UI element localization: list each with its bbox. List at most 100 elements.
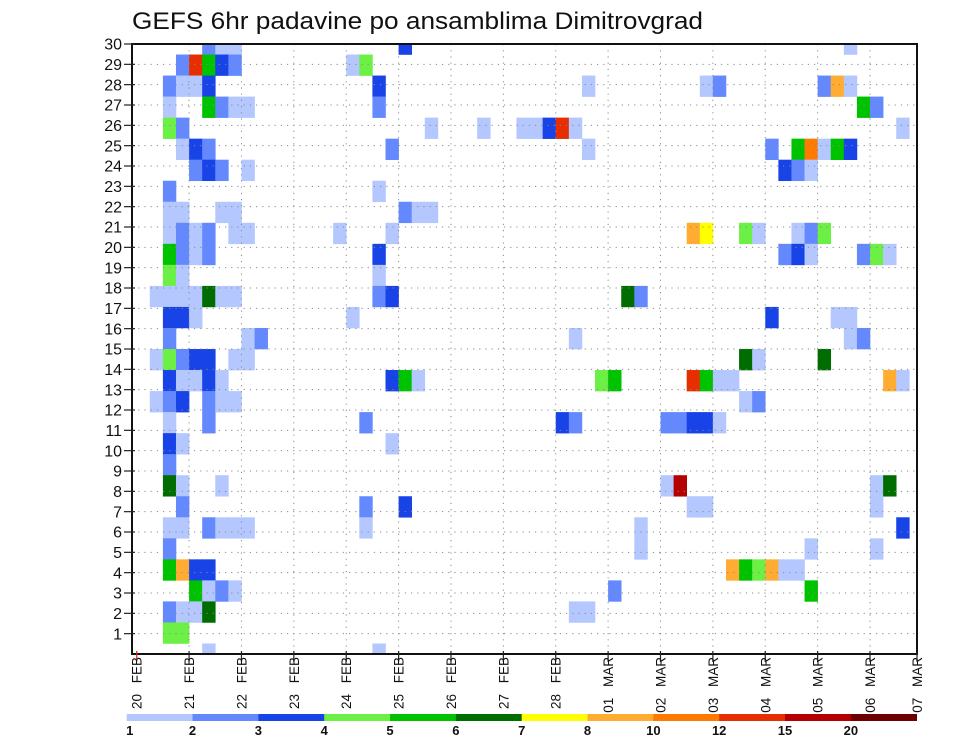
- heatmap-cell: [202, 75, 216, 97]
- heatmap-cell: [778, 159, 792, 182]
- x-tick-label: 21 FEB: [182, 657, 197, 709]
- heatmap-cell: [870, 96, 884, 118]
- heatmap-cell: [385, 222, 399, 245]
- y-tick-label: 3: [113, 586, 122, 603]
- heatmap-cell: [162, 391, 177, 413]
- y-tick-label: 6: [113, 525, 122, 542]
- heatmap-cell: [359, 54, 373, 76]
- heatmap-cell: [202, 159, 216, 182]
- heatmap-cell: [346, 306, 360, 329]
- heatmap-cell: [215, 159, 229, 182]
- x-tick-label: 28 FEB: [549, 657, 564, 709]
- heatmap-cell: [424, 201, 439, 224]
- heatmap-cell: [162, 180, 177, 203]
- heatmap-cell: [804, 538, 818, 560]
- y-tick-label: 15: [104, 342, 122, 359]
- x-tick-label: 02 MAR: [654, 657, 669, 713]
- y-tick-label: 26: [104, 118, 122, 135]
- heatmap-cell: [896, 517, 910, 539]
- heatmap-cell: [634, 538, 648, 560]
- heatmap-cell: [175, 138, 190, 160]
- x-tick-label: 20 FEB: [130, 657, 145, 709]
- heatmap-cell: [843, 75, 858, 97]
- y-tick-label: 14: [104, 362, 122, 379]
- heatmap-cell: [581, 138, 596, 160]
- heatmap-cell: [778, 559, 792, 581]
- heatmap-cell: [595, 370, 609, 392]
- heatmap-cell: [739, 559, 753, 581]
- colorbar-swatch: [785, 714, 852, 721]
- heatmap-cell: [241, 222, 255, 245]
- heatmap-cell: [883, 475, 897, 497]
- x-tick-label: 05 MAR: [811, 657, 826, 713]
- heatmap-cell: [555, 412, 570, 434]
- heatmap-cell: [162, 454, 177, 476]
- heatmap-cell: [241, 327, 255, 350]
- y-tick-label: 16: [104, 321, 122, 338]
- x-tick-label: 07 MAR: [910, 657, 925, 713]
- heatmap-cell: [686, 222, 701, 245]
- colorbar-swatch: [587, 714, 654, 721]
- heatmap-cell: [189, 222, 203, 245]
- heatmap-cell: [896, 370, 910, 392]
- heatmap-cell: [621, 285, 635, 308]
- colorbar-swatch: [258, 714, 325, 721]
- heatmap-cell: [149, 391, 164, 413]
- heatmap-cell: [215, 201, 229, 224]
- heatmap-cell: [241, 96, 255, 118]
- y-tick-label: 1: [113, 626, 122, 643]
- heatmap-cell: [817, 75, 832, 97]
- heatmap-cell: [817, 138, 832, 160]
- y-axis: 1234567891011121314151617181920212223242…: [104, 37, 135, 643]
- y-tick-label: 30: [104, 37, 122, 54]
- heatmap-cell: [660, 475, 674, 497]
- heatmap-cell: [398, 496, 412, 518]
- x-tick-label: 03 MAR: [706, 657, 721, 713]
- colorbar-label: 8: [584, 723, 591, 738]
- heatmap-cell: [241, 159, 255, 182]
- heatmap-cell: [162, 222, 177, 245]
- heatmap-cell: [870, 538, 884, 560]
- heatmap-cell: [870, 475, 884, 497]
- x-tick-label: 27 FEB: [496, 657, 511, 709]
- heatmap-cell: [398, 370, 412, 392]
- heatmap-cell: [686, 496, 701, 518]
- heatmap-cell: [477, 117, 491, 139]
- heatmap-cell: [385, 370, 399, 392]
- y-tick-label: 7: [113, 504, 122, 521]
- x-tick-label: 24 FEB: [339, 657, 354, 709]
- colorbar-label: 3: [255, 723, 262, 738]
- heatmap-cell: [175, 391, 190, 413]
- heatmap-cell: [228, 201, 242, 224]
- heatmap-cell: [699, 222, 714, 245]
- heatmap-cell: [778, 243, 792, 266]
- heatmap-cell: [686, 412, 701, 434]
- heatmap-cell: [162, 601, 177, 623]
- heatmap-cell: [175, 54, 190, 76]
- heatmap-cell: [215, 517, 229, 539]
- heatmap-cell: [202, 517, 216, 539]
- heatmap-cell: [162, 117, 177, 139]
- heatmap-cell: [529, 117, 543, 139]
- heatmap-cell: [162, 243, 177, 266]
- colorbar-label: 4: [321, 723, 329, 738]
- colorbar-swatch: [521, 714, 588, 721]
- heatmap-cell: [162, 201, 177, 224]
- heatmap-cell: [712, 370, 727, 392]
- heatmap-cell: [175, 285, 190, 308]
- y-tick-label: 13: [104, 382, 122, 399]
- heatmap-cell: [385, 285, 399, 308]
- colorbar-swatch: [455, 714, 522, 721]
- heatmap-cell: [202, 54, 216, 76]
- heatmap-cell: [346, 54, 360, 76]
- heatmap-cell: [215, 370, 229, 392]
- colorbar-label: 2: [189, 723, 196, 738]
- heatmap-cell: [162, 538, 177, 560]
- heatmap-cell: [712, 75, 727, 97]
- heatmap-cell: [804, 222, 818, 245]
- heatmap-cell: [228, 517, 242, 539]
- y-tick-label: 18: [104, 281, 122, 298]
- heatmap-cell: [162, 475, 177, 497]
- heatmap-cell: [189, 370, 203, 392]
